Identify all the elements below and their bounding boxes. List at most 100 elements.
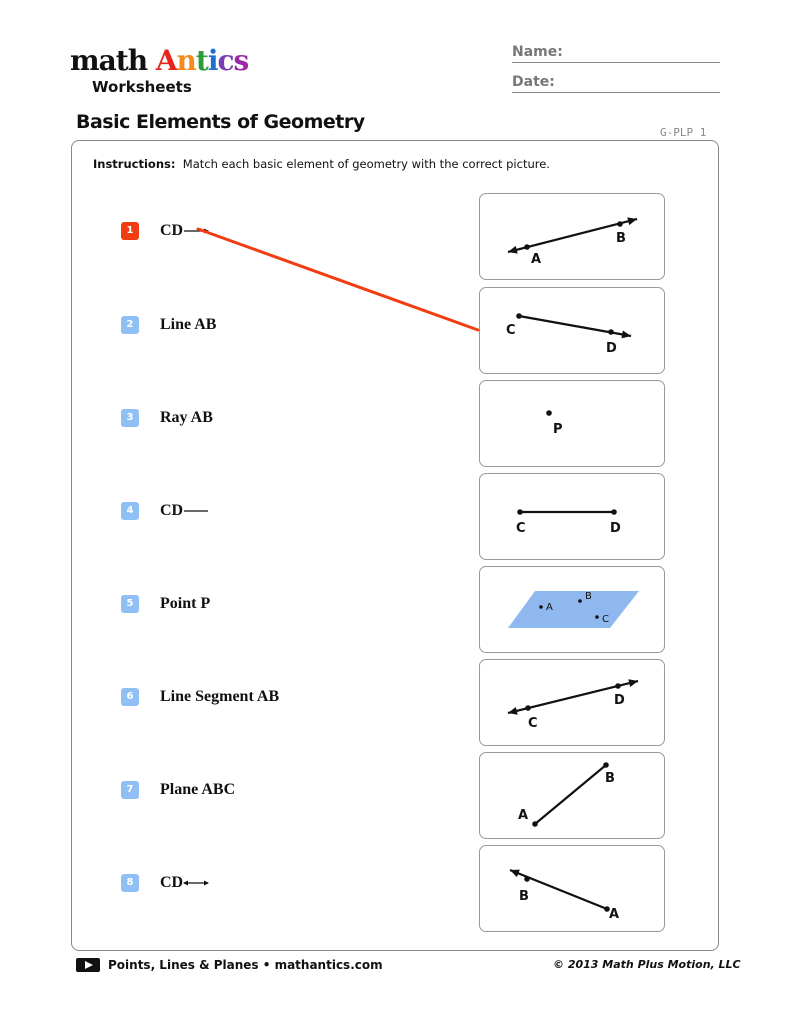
point-label: C <box>506 323 516 338</box>
point-dot <box>610 508 617 515</box>
point-dot <box>616 220 623 227</box>
point-dot <box>614 682 621 689</box>
item-number: 8 <box>121 874 139 892</box>
plane-diagram: A B C <box>507 590 639 628</box>
arrowhead <box>507 245 518 254</box>
point-diagram: P <box>545 409 563 437</box>
logo-letter: s <box>233 44 250 77</box>
point-dot <box>607 328 614 335</box>
point-label: A <box>518 808 528 823</box>
arrowhead <box>627 678 638 687</box>
item-label: CD <box>160 502 184 519</box>
match-item[interactable]: Line Segment AB <box>160 685 279 706</box>
point-label: B <box>585 591 592 602</box>
item-label: CD <box>160 874 184 891</box>
logo-letter: c <box>217 44 234 77</box>
segment-stroke <box>533 763 607 825</box>
logo-letter: A <box>155 44 178 77</box>
ray-notation-icon <box>184 228 210 234</box>
logo: math Antics <box>70 44 249 77</box>
instructions-label: Instructions: <box>93 157 176 171</box>
point-label: D <box>606 341 617 356</box>
match-item[interactable]: CD <box>160 499 209 520</box>
match-item[interactable]: CD <box>160 871 210 892</box>
point-label: A <box>546 602 553 613</box>
point-dot <box>531 820 538 827</box>
footer-link[interactable]: Points, Lines & Planes • mathantics.com <box>108 958 383 972</box>
item-number: 3 <box>121 409 139 427</box>
segment-notation-icon <box>184 510 209 512</box>
point-dot <box>524 704 531 711</box>
instructions: Instructions: Match each basic element o… <box>93 157 550 171</box>
point-label: C <box>528 716 538 731</box>
point-label: B <box>519 889 529 904</box>
play-icon[interactable] <box>76 958 100 972</box>
point-dot <box>523 875 530 882</box>
match-item[interactable]: Point P <box>160 592 210 613</box>
item-label: Ray AB <box>160 409 213 426</box>
match-item[interactable]: CD <box>160 219 210 240</box>
point-label: B <box>616 231 626 246</box>
match-item[interactable]: Line AB <box>160 313 216 334</box>
logo-letter: i <box>207 44 219 77</box>
item-number: 2 <box>121 316 139 334</box>
logo-antics-text: Antics <box>156 44 249 77</box>
item-number: 4 <box>121 502 139 520</box>
item-label: Plane ABC <box>160 781 236 798</box>
point-label: C <box>516 521 526 536</box>
item-number: 5 <box>121 595 139 613</box>
segment-diagram: BA <box>518 761 615 827</box>
point-label: A <box>609 907 619 922</box>
point-label: D <box>610 521 621 536</box>
picture-point[interactable]: P <box>479 380 665 467</box>
copyright: © 2013 Math Plus Motion, LLC <box>553 958 741 971</box>
item-label: Line Segment AB <box>160 688 280 705</box>
line-diagram: AB <box>507 216 637 267</box>
instructions-text: Match each basic element of geometry wit… <box>182 157 550 171</box>
match-item[interactable]: Plane ABC <box>160 778 235 799</box>
worksheet-code: G-PLP 1 <box>660 126 707 139</box>
item-label: CD <box>160 222 184 239</box>
point-label: B <box>605 771 615 786</box>
date-field[interactable]: Date: <box>512 74 720 93</box>
point-dot <box>545 409 552 416</box>
logo-worksheets-text: Worksheets <box>92 78 192 96</box>
point-dot <box>523 243 530 250</box>
worksheet-frame <box>71 140 719 951</box>
footer-left: Points, Lines & Planes • mathantics.com <box>76 958 383 972</box>
logo-math-text: math <box>70 44 148 77</box>
point-dot <box>602 761 609 768</box>
picture-plane[interactable]: A B C <box>479 566 665 653</box>
point-dot <box>603 905 610 912</box>
item-number: 7 <box>121 781 139 799</box>
arrowhead <box>626 216 637 225</box>
arrowhead <box>507 706 518 715</box>
line-notation-icon <box>183 880 210 886</box>
point-dot <box>594 614 599 619</box>
ray-diagram: BA <box>509 868 619 922</box>
item-number: 1 <box>121 222 139 240</box>
point-label: A <box>531 252 541 267</box>
point-label: P <box>553 422 563 437</box>
plane-shape <box>507 590 639 628</box>
point-dot <box>515 312 522 319</box>
name-field[interactable]: Name: <box>512 44 720 63</box>
arrowhead <box>509 869 520 877</box>
point-label: C <box>602 614 609 625</box>
item-label: Point P <box>160 595 211 612</box>
match-item[interactable]: Ray AB <box>160 406 213 427</box>
item-label: Line AB <box>160 316 217 333</box>
item-number: 6 <box>121 688 139 706</box>
logo-letter: t <box>195 44 209 77</box>
logo-letter: n <box>176 44 197 77</box>
page-title: Basic Elements of Geometry <box>76 111 365 133</box>
point-label: D <box>614 693 625 708</box>
